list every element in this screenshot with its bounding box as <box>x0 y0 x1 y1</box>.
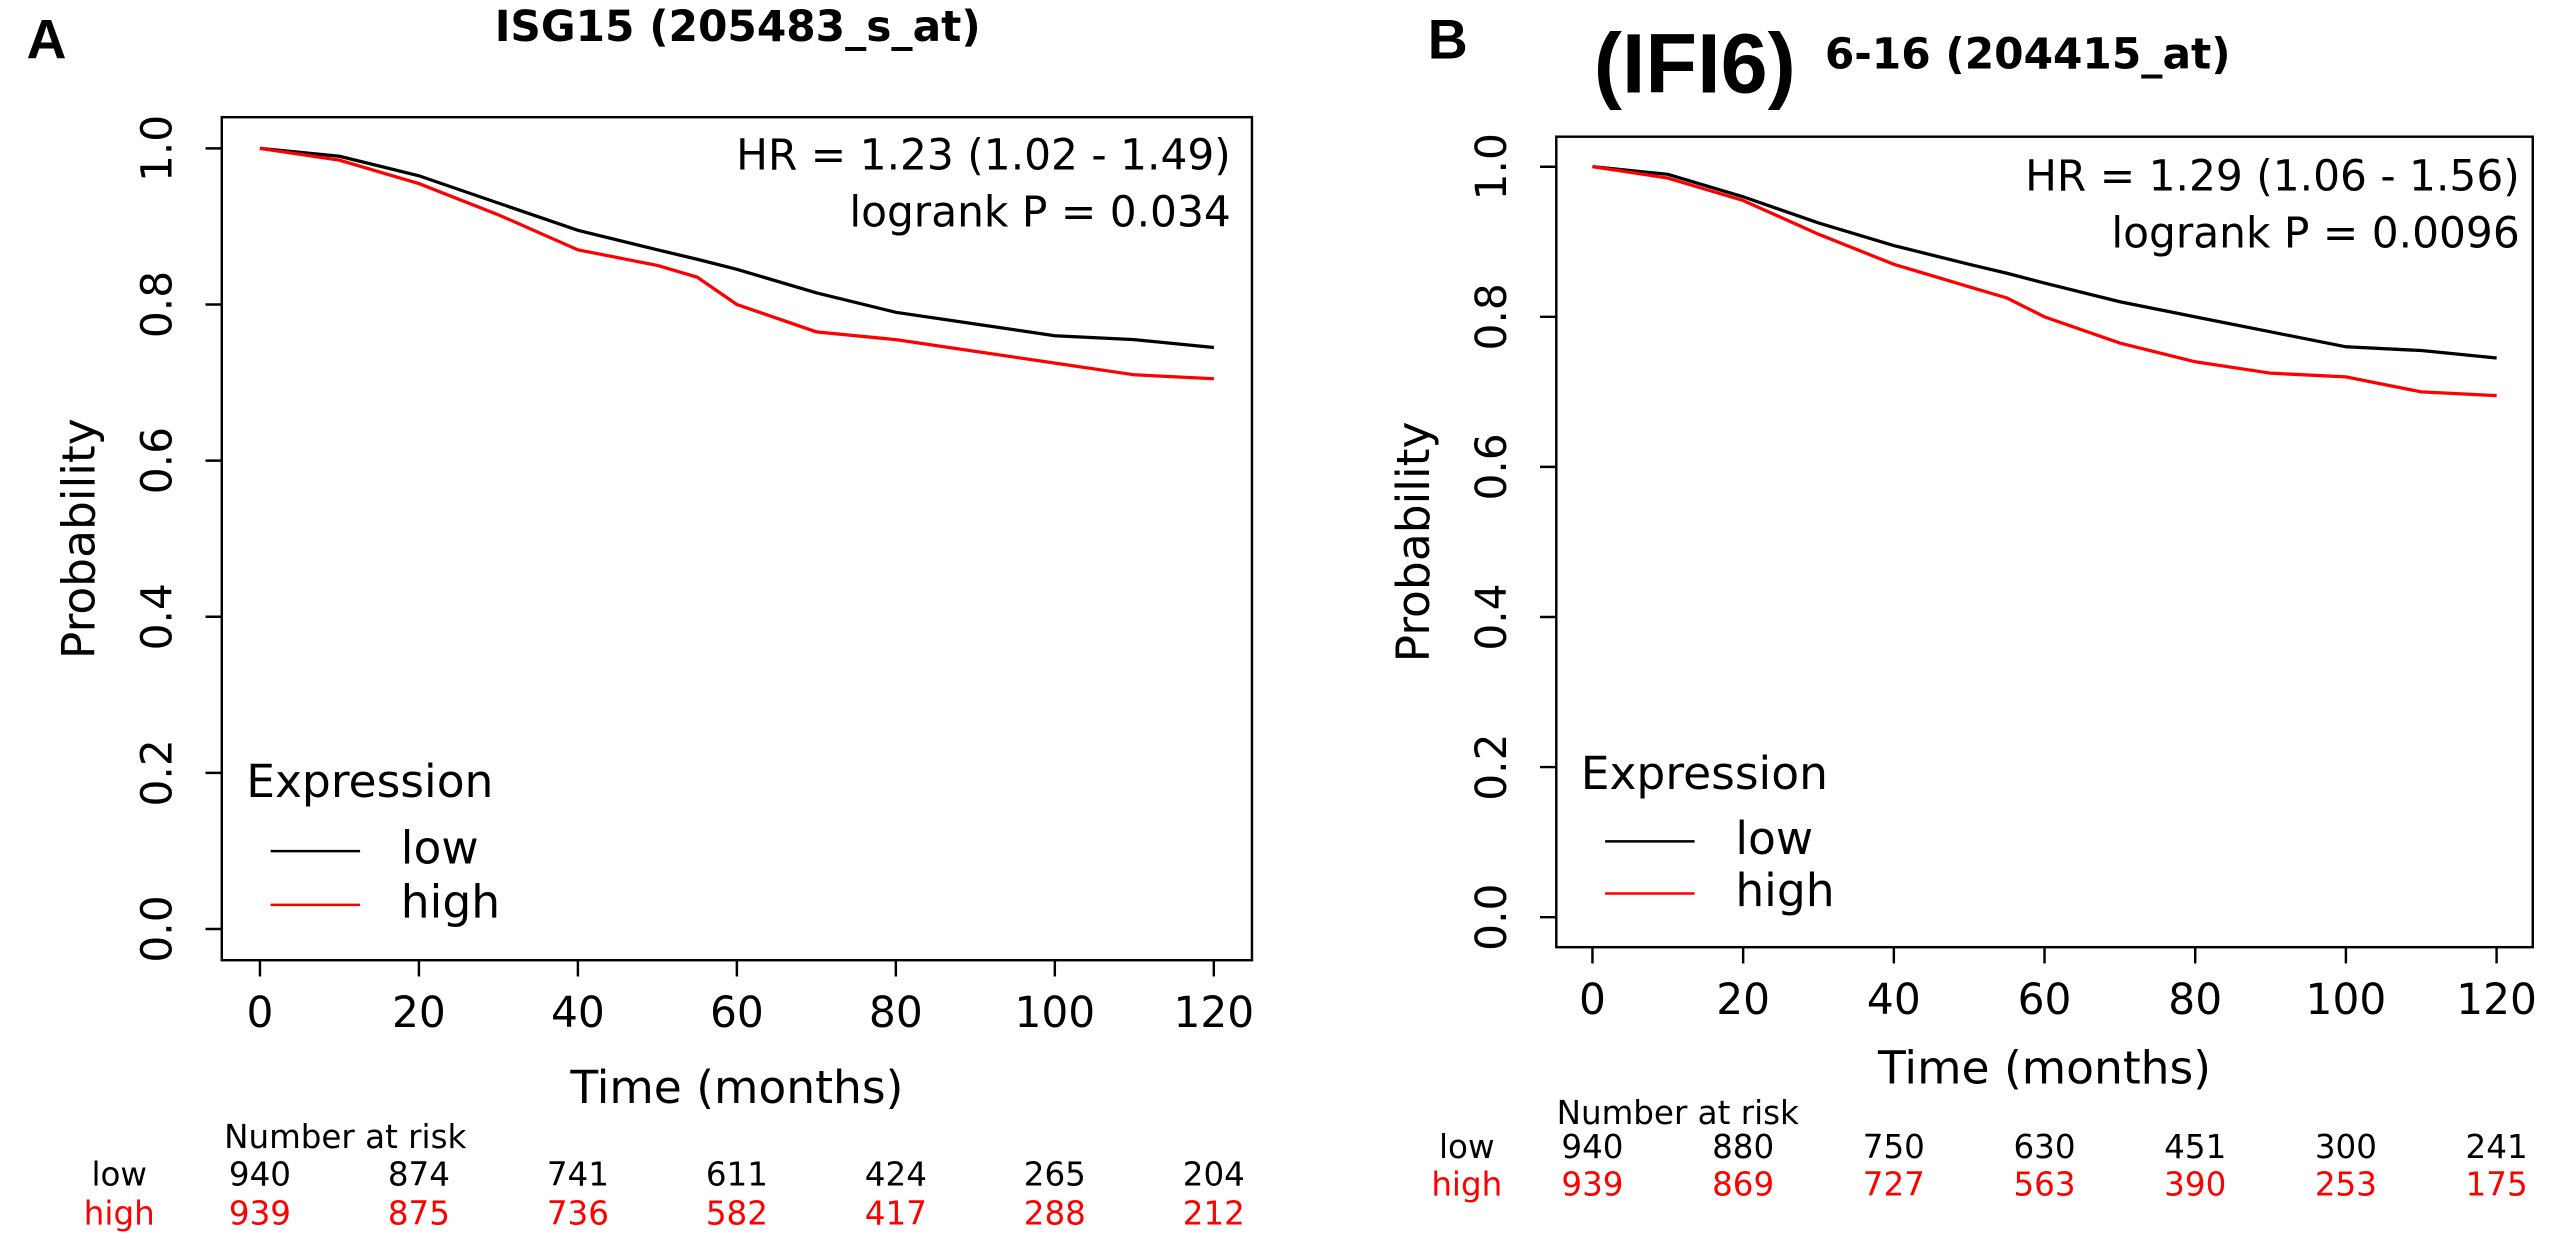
annotation: HR = 1.29 (1.06 - 1.56) <box>2025 152 2520 201</box>
y-tick-label: 0.2 <box>132 739 181 806</box>
y-tick-label: 0.4 <box>1467 583 1516 650</box>
x-tick-label: 40 <box>551 988 605 1037</box>
risk-row-label: low <box>1439 1128 1495 1166</box>
x-axis-label: Time (months) <box>569 1061 903 1114</box>
risk-title: Number at risk <box>1557 1094 1799 1132</box>
risk-count: 736 <box>547 1195 609 1233</box>
risk-count: 727 <box>1863 1165 1925 1203</box>
risk-count: 630 <box>2013 1128 2075 1166</box>
risk-count: 939 <box>229 1195 291 1233</box>
x-tick-label: 40 <box>1867 975 1921 1024</box>
x-tick-label: 60 <box>2018 975 2072 1024</box>
y-tick-label: 0.6 <box>1467 433 1516 500</box>
risk-count: 390 <box>2164 1165 2226 1203</box>
risk-count: 940 <box>1561 1128 1623 1166</box>
risk-row-label: high <box>84 1195 155 1233</box>
risk-count: 212 <box>1183 1195 1245 1233</box>
x-tick-label: 120 <box>2456 975 2537 1024</box>
y-tick-label: 0.8 <box>1467 283 1516 350</box>
legend-title: Expression <box>246 755 493 808</box>
annotation: logrank P = 0.0096 <box>2111 208 2519 257</box>
risk-count: 750 <box>1863 1128 1925 1166</box>
x-tick-label: 0 <box>246 988 273 1037</box>
risk-count: 175 <box>2466 1165 2528 1203</box>
annotation: logrank P = 0.034 <box>849 187 1230 236</box>
panel-label: A <box>26 9 66 71</box>
x-tick-label: 20 <box>392 988 446 1037</box>
survival-curve <box>1592 165 2497 360</box>
y-tick-label: 1.0 <box>1467 133 1516 200</box>
risk-count: 875 <box>388 1195 450 1233</box>
risk-count: 451 <box>2164 1128 2226 1166</box>
risk-count: 741 <box>547 1156 609 1194</box>
survival-curve <box>259 146 1215 350</box>
risk-count: 288 <box>1024 1195 1086 1233</box>
survival-curve <box>1592 165 2497 398</box>
risk-count: 582 <box>706 1195 768 1233</box>
legend-label: high <box>1735 864 1834 917</box>
y-tick-label: 0.4 <box>132 583 181 650</box>
y-tick-label: 0.2 <box>1467 733 1516 800</box>
y-tick-label: 0.0 <box>1467 884 1516 951</box>
x-axis-label: Time (months) <box>1877 1041 2211 1094</box>
y-tick-label: 0.6 <box>132 427 181 494</box>
x-tick-label: 80 <box>869 988 923 1037</box>
risk-count: 611 <box>706 1156 768 1194</box>
plot-frame <box>1555 135 2534 949</box>
legend-title: Expression <box>1581 747 1828 800</box>
x-tick-label: 20 <box>1716 975 1770 1024</box>
risk-count: 869 <box>1712 1165 1774 1203</box>
annotation: HR = 1.23 (1.02 - 1.49) <box>736 130 1231 179</box>
risk-count: 939 <box>1561 1165 1623 1203</box>
plot-frame <box>220 115 1254 962</box>
survival-curve <box>259 146 1214 381</box>
x-tick-label: 100 <box>1014 988 1095 1037</box>
x-tick-label: 0 <box>1579 975 1606 1024</box>
risk-count: 940 <box>229 1156 291 1194</box>
y-tick-label: 0.0 <box>132 895 181 962</box>
y-axis-label: Probability <box>52 418 105 659</box>
risk-count: 253 <box>2315 1165 2377 1203</box>
risk-count: 417 <box>865 1195 927 1233</box>
risk-count: 300 <box>2315 1128 2377 1166</box>
y-tick-label: 1.0 <box>132 115 181 182</box>
risk-count: 204 <box>1183 1156 1245 1194</box>
x-tick-label: 60 <box>710 988 764 1037</box>
chart-title: ISG15 (205483_s_at) <box>495 2 981 51</box>
legend-label: low <box>1735 812 1813 865</box>
title-note: (IFI6) <box>1594 15 1796 110</box>
x-tick-label: 120 <box>1173 988 1254 1037</box>
y-axis-label: Probability <box>1387 422 1440 663</box>
risk-row-label: high <box>1431 1165 1502 1203</box>
risk-count: 563 <box>2013 1165 2075 1203</box>
risk-count: 265 <box>1024 1156 1086 1194</box>
chart-title: 6-16 (204415_at) <box>1825 29 2231 78</box>
panel-label: B <box>1428 9 1468 71</box>
legend-label: high <box>401 875 500 928</box>
risk-count: 241 <box>2466 1128 2528 1166</box>
risk-row-label: low <box>91 1156 147 1194</box>
x-tick-label: 100 <box>2306 975 2387 1024</box>
risk-title: Number at risk <box>224 1118 466 1156</box>
x-tick-label: 80 <box>2168 975 2222 1024</box>
risk-count: 874 <box>388 1156 450 1194</box>
legend-label: low <box>401 822 479 875</box>
risk-count: 880 <box>1712 1128 1774 1166</box>
risk-count: 424 <box>865 1156 927 1194</box>
y-tick-label: 0.8 <box>132 271 181 338</box>
